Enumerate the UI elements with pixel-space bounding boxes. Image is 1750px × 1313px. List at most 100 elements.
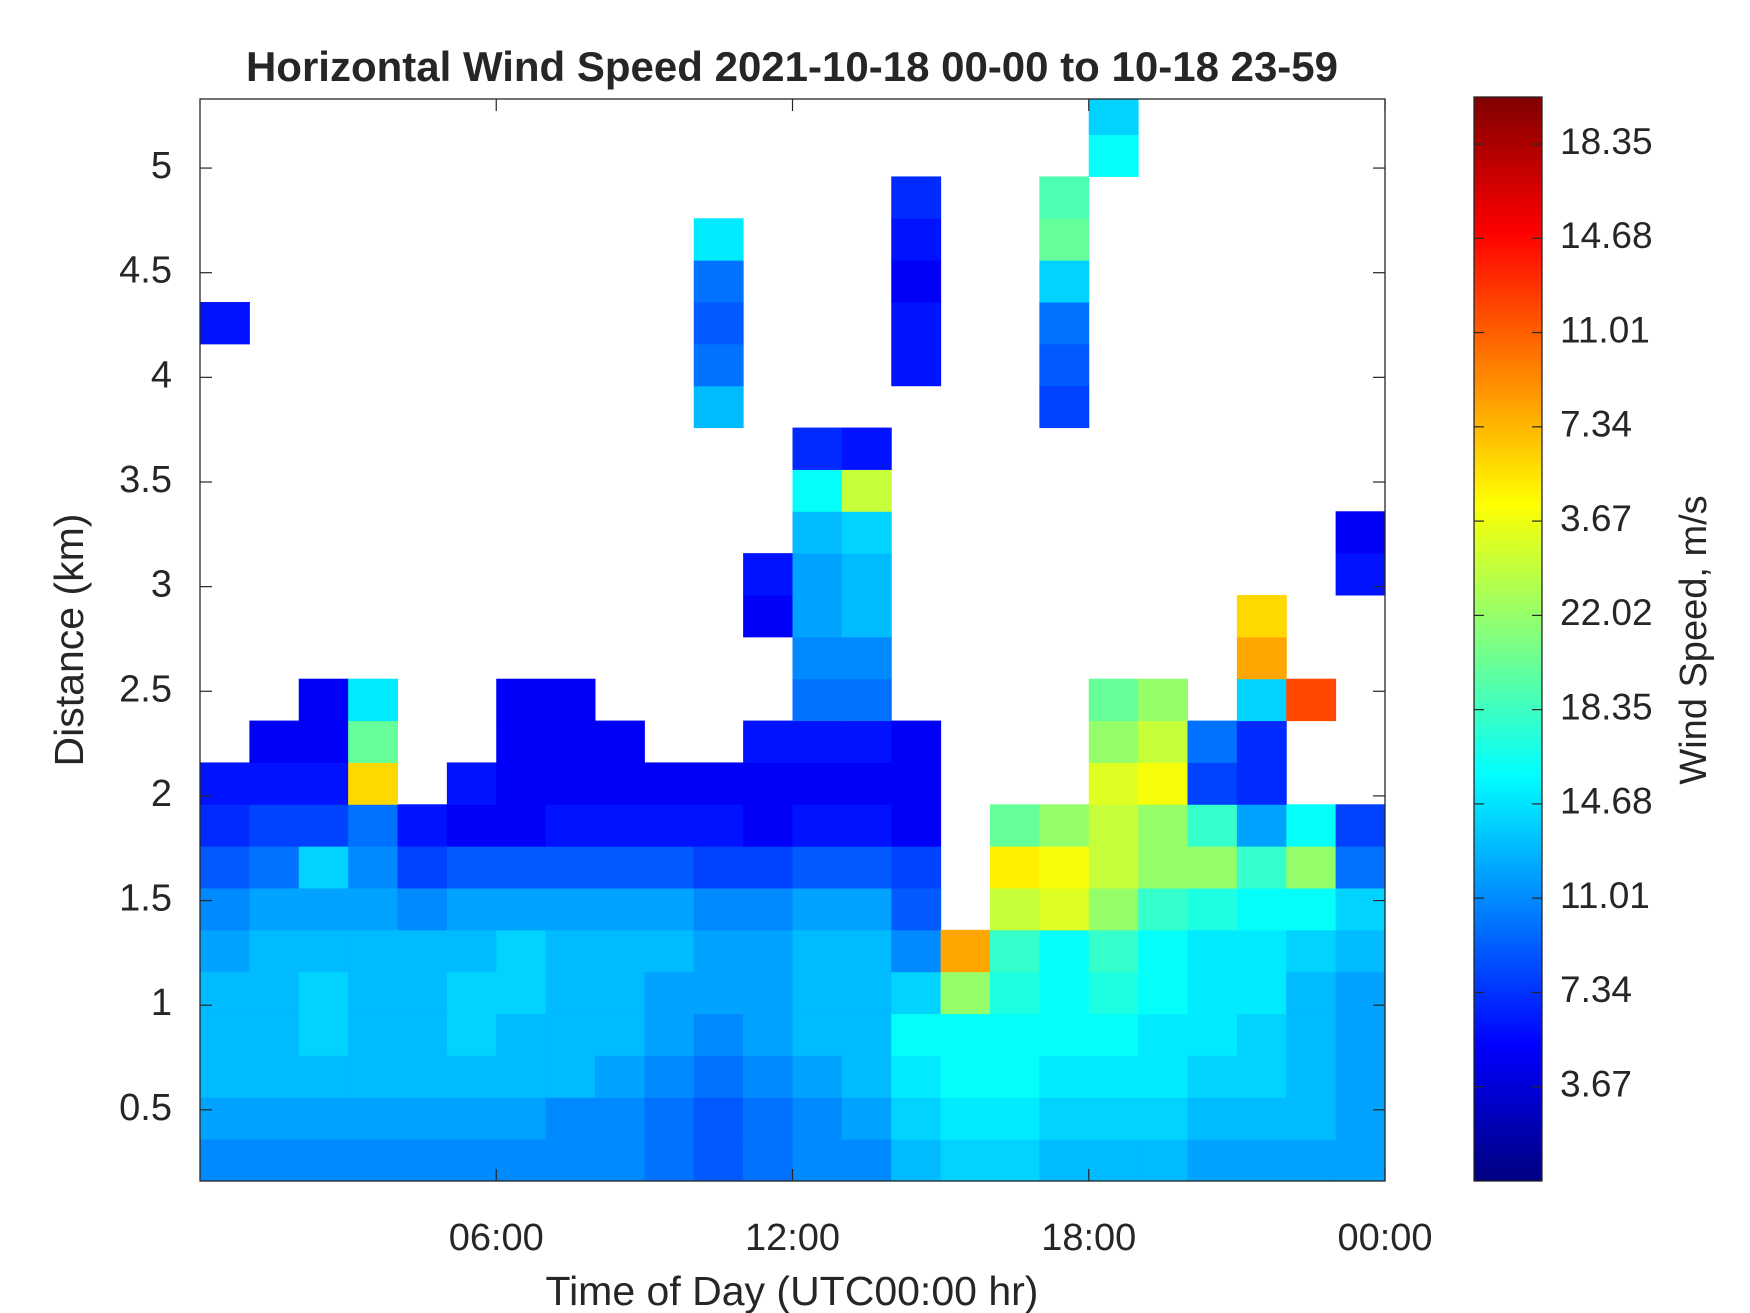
heatmap-cell (743, 846, 793, 889)
heatmap-cell (298, 846, 349, 889)
heatmap-cell (940, 1013, 991, 1056)
heatmap-cell (743, 595, 793, 638)
heatmap-cell (1286, 929, 1337, 973)
heatmap-cell (792, 971, 843, 1015)
heatmap-cell (743, 971, 793, 1015)
heatmap-cell (1187, 929, 1238, 973)
heatmap-cell (792, 1097, 843, 1140)
heatmap-cell (1138, 762, 1188, 805)
heatmap-cell (1335, 846, 1385, 889)
heatmap-cell (1236, 1139, 1287, 1181)
heatmap-cell (841, 678, 892, 722)
heatmap-cell (792, 1055, 843, 1098)
heatmap-cell (298, 1139, 349, 1181)
heatmap-cell (397, 888, 448, 931)
heatmap-cell (891, 929, 942, 973)
heatmap-cell (693, 302, 744, 345)
heatmap-cell (545, 1097, 596, 1140)
heatmap-cell (743, 720, 793, 763)
heatmap-cell (1088, 762, 1139, 805)
heatmap-cell (595, 971, 645, 1015)
heatmap-cell (693, 929, 744, 973)
heatmap-cell (595, 1097, 645, 1140)
heatmap-cell (348, 1097, 398, 1140)
heatmap-cell (1286, 1013, 1337, 1056)
colorbar (1473, 96, 1543, 1182)
heatmap-cell (1187, 1097, 1238, 1140)
heatmap-cell (1286, 888, 1337, 931)
x-tick-label: 18:00 (1041, 1217, 1136, 1259)
heatmap-cell (940, 1139, 991, 1181)
heatmap-cell (545, 929, 596, 973)
heatmap-cell (792, 720, 843, 763)
heatmap-cell (1187, 888, 1238, 931)
heatmap-cell (545, 846, 596, 889)
heatmap-cell (841, 1013, 892, 1056)
x-tick-label: 12:00 (745, 1217, 840, 1259)
heatmap-cell (1286, 1097, 1337, 1140)
heatmap-cell (496, 1055, 547, 1098)
heatmap-cell (792, 678, 843, 722)
heatmap-cell (1039, 176, 1090, 219)
heatmap (200, 99, 1385, 1181)
heatmap-cell (743, 762, 793, 805)
heatmap-cell (1039, 1055, 1090, 1098)
heatmap-cell (200, 804, 250, 847)
heatmap-cell (1335, 1139, 1385, 1181)
heatmap-cell (990, 888, 1040, 931)
heatmap-cell (1236, 971, 1287, 1015)
heatmap-cell (397, 1055, 448, 1098)
heatmap-cell (496, 678, 547, 722)
chart-title: Horizontal Wind Speed 2021-10-18 00-00 t… (246, 43, 1338, 90)
heatmap-cell (693, 1013, 744, 1056)
heatmap-cell (397, 846, 448, 889)
heatmap-cell (990, 1097, 1040, 1140)
heatmap-cell (595, 888, 645, 931)
heatmap-cell (841, 971, 892, 1015)
heatmap-cell (644, 1013, 695, 1056)
heatmap-cell (1088, 846, 1139, 889)
heatmap-cell (545, 1013, 596, 1056)
colorbar-tick-label: 22.02 (1560, 592, 1653, 633)
heatmap-cell (446, 1013, 497, 1056)
heatmap-cell (644, 1097, 695, 1140)
heatmap-cell (496, 929, 547, 973)
heatmap-cell (1039, 302, 1090, 345)
heatmap-cell (1039, 804, 1090, 847)
heatmap-cell (249, 971, 300, 1015)
x-axis-label: Time of Day (UTC00:00 hr) (546, 1268, 1039, 1313)
y-tick-label: 3 (151, 564, 172, 606)
heatmap-cell (249, 888, 300, 931)
heatmap-cell (298, 1055, 349, 1098)
colorbar-tick-label: 7.34 (1560, 969, 1632, 1010)
heatmap-cell (545, 888, 596, 931)
heatmap-cell (841, 762, 892, 805)
heatmap-cell (743, 1139, 793, 1181)
heatmap-cell (1039, 385, 1090, 429)
heatmap-cell (1088, 1139, 1139, 1181)
heatmap-cell (792, 595, 843, 638)
heatmap-cell (348, 804, 398, 847)
heatmap-cell (348, 678, 398, 722)
heatmap-cell (841, 929, 892, 973)
heatmap-cell (693, 218, 744, 261)
heatmap-cell (298, 1097, 349, 1140)
heatmap-cell (891, 176, 942, 219)
heatmap-cell (1088, 678, 1139, 722)
heatmap-cell (397, 1139, 448, 1181)
heatmap-cell (1088, 720, 1139, 763)
heatmap-cell (693, 804, 744, 847)
heatmap-cell (1335, 929, 1385, 973)
heatmap-cell (891, 1055, 942, 1098)
heatmap-cell (1236, 1013, 1287, 1056)
heatmap-cell (1236, 929, 1287, 973)
heatmap-cell (249, 804, 300, 847)
heatmap-cell (841, 595, 892, 638)
heatmap-cell (200, 1013, 250, 1056)
y-tick-label: 1 (151, 982, 172, 1024)
heatmap-cell (1039, 971, 1090, 1015)
heatmap-cell (1286, 1055, 1337, 1098)
heatmap-cell (1187, 971, 1238, 1015)
heatmap-cell (891, 343, 942, 387)
heatmap-cell (841, 888, 892, 931)
